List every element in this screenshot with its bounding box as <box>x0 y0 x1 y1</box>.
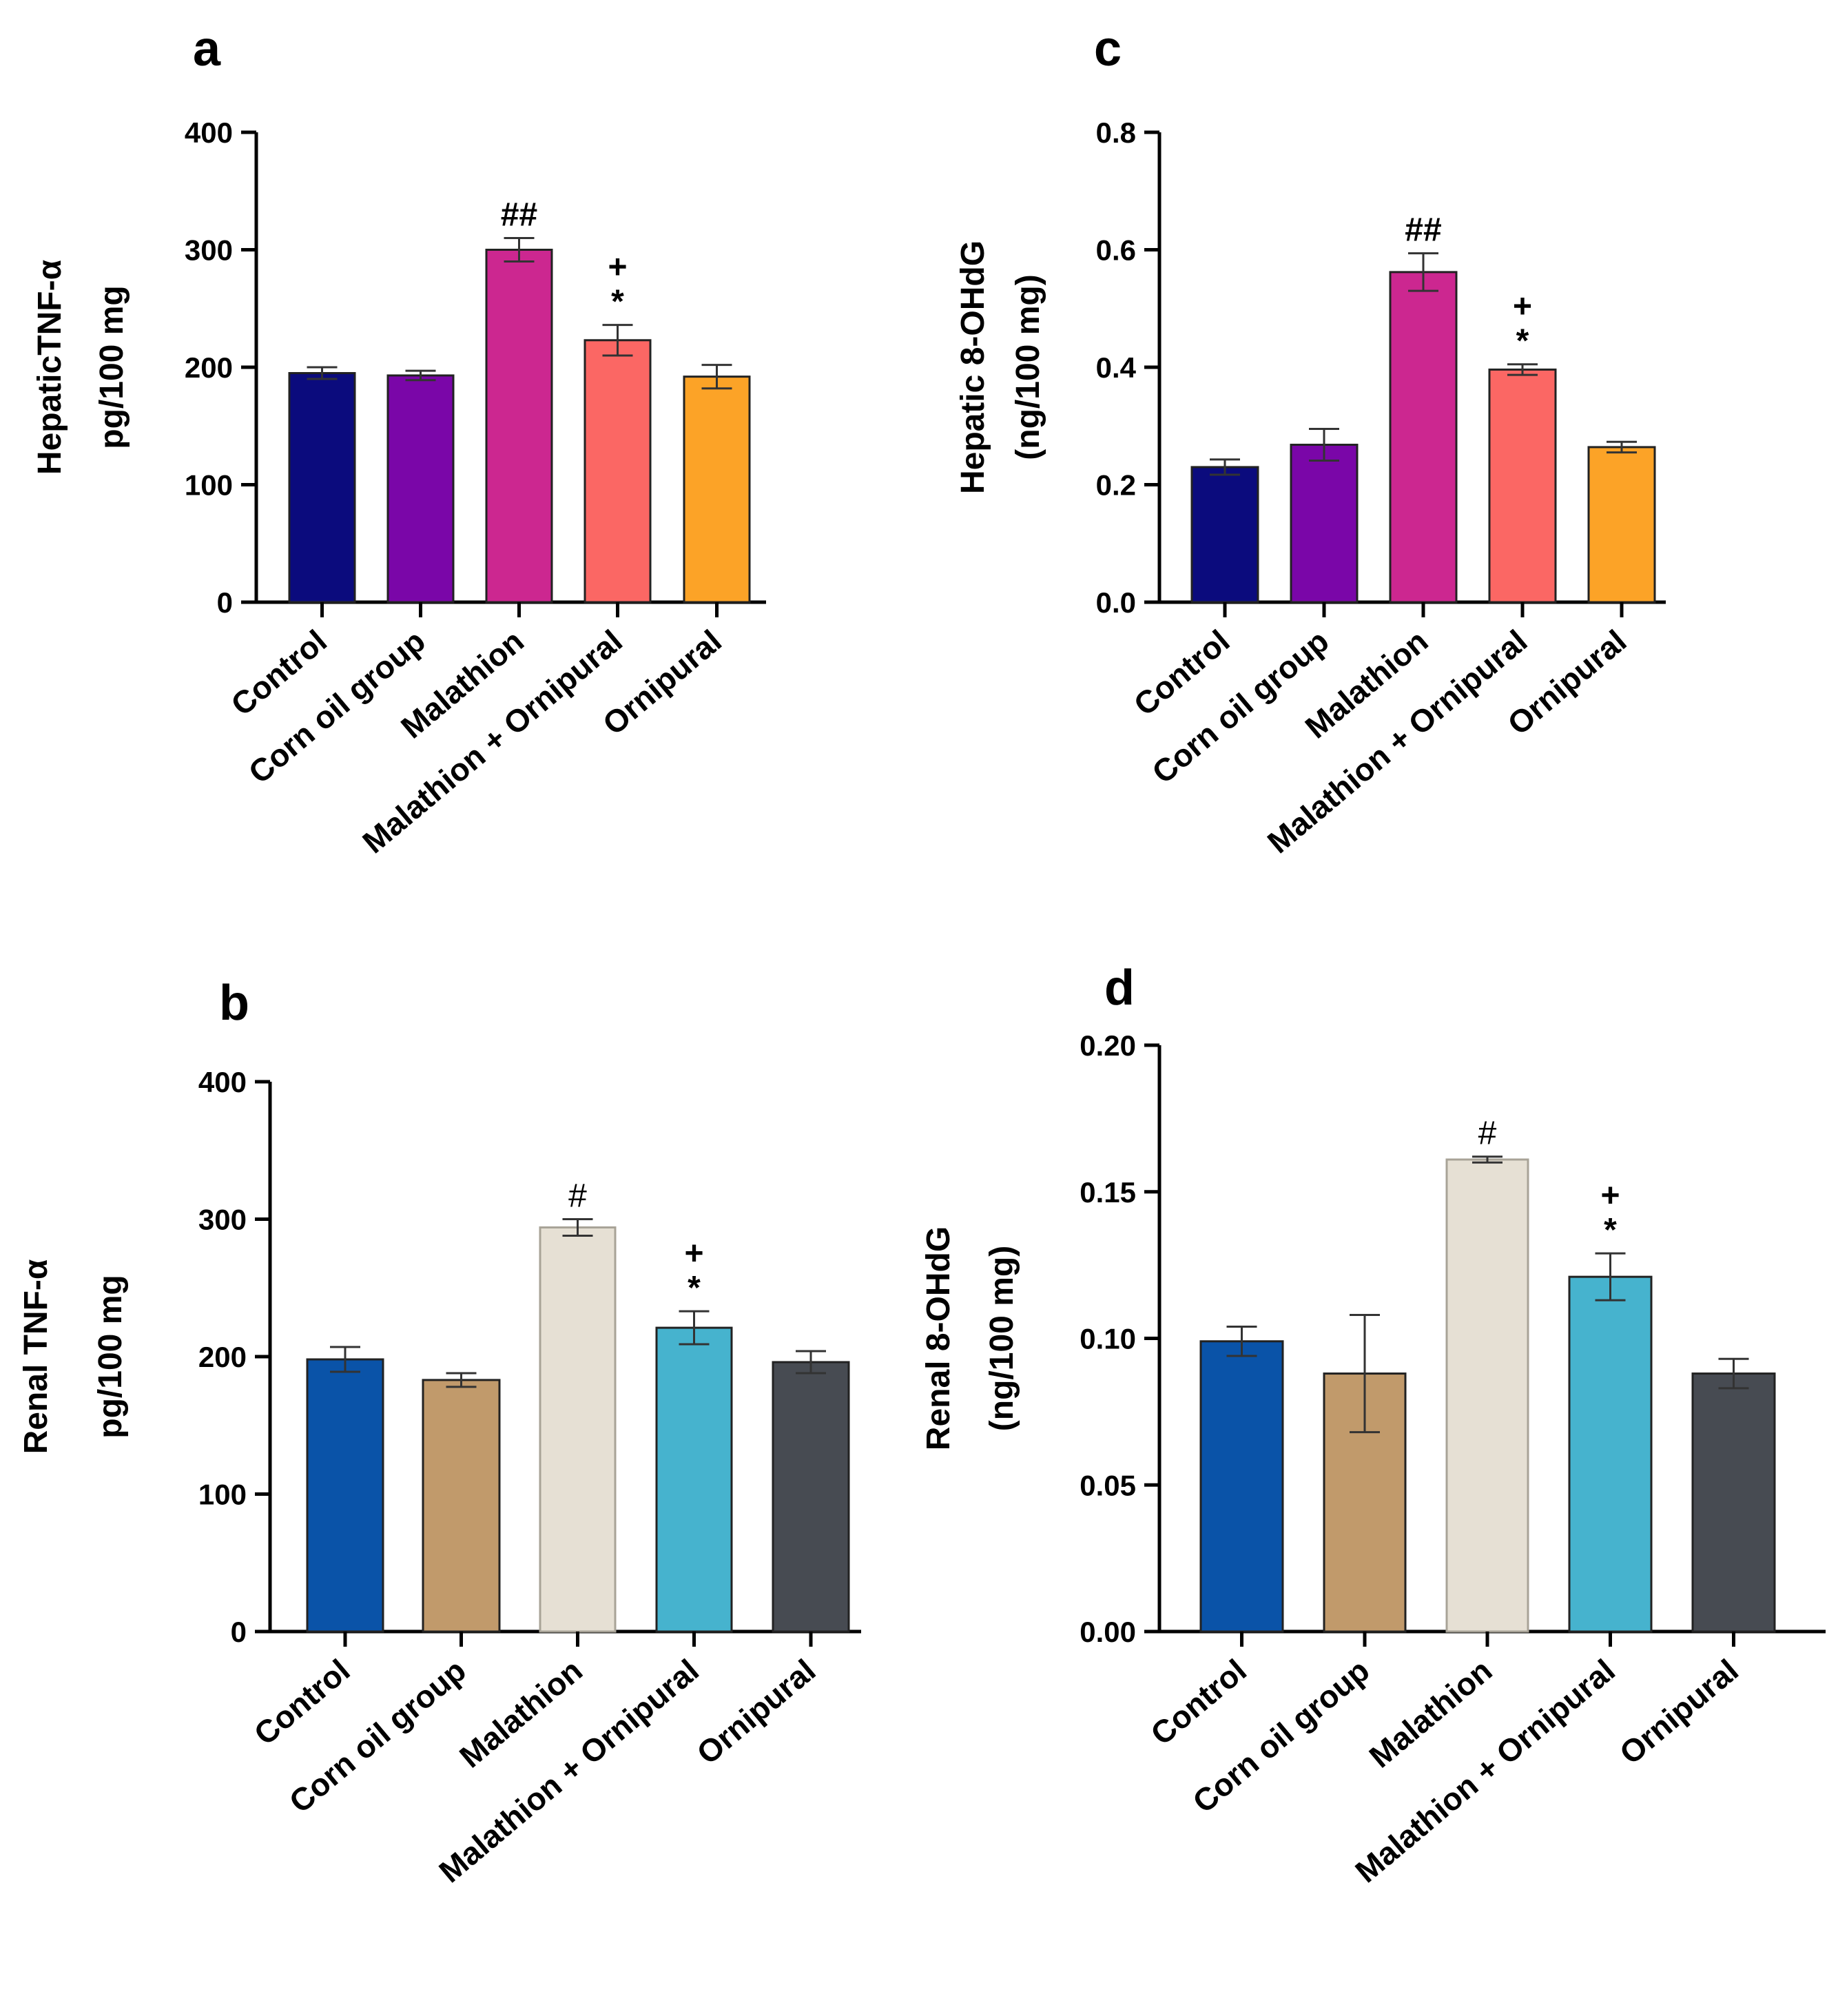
bar <box>1488 368 1557 604</box>
bar <box>1190 466 1259 604</box>
y-axis-label: Hepatic 8-OHdG <box>955 240 991 494</box>
bar <box>772 1361 850 1633</box>
significance-marker: * <box>1516 323 1529 360</box>
x-tick-label: Corn oil group <box>242 623 432 790</box>
bar <box>1691 1372 1776 1633</box>
x-tick-label: Corn oil group <box>1145 623 1335 790</box>
bar <box>1445 1158 1529 1633</box>
bar <box>422 1379 501 1633</box>
bar <box>1587 446 1656 604</box>
y-axis-label: Renal TNF-α <box>18 1259 54 1454</box>
bar <box>386 374 455 604</box>
bar <box>655 1326 733 1633</box>
significance-marker: + <box>684 1235 703 1272</box>
y-tick-label: 0 <box>217 586 233 619</box>
x-tick-label: Ornipural <box>690 1652 822 1771</box>
panel-letter: a <box>193 21 221 76</box>
y-tick-label: 0 <box>231 1616 247 1648</box>
y-tick-label: 0.15 <box>1080 1176 1136 1208</box>
panel-letter: d <box>1104 960 1135 1016</box>
y-tick-label: 0.8 <box>1096 116 1136 149</box>
bar <box>306 1358 384 1633</box>
y-axis-label: (ng/100 mg) <box>1010 274 1046 460</box>
x-tick-label: Control <box>1144 1652 1253 1752</box>
chart-panel-d: d 0.00 0.05 0.10 0.15 0.20 Renal 8-OHdG (ng/100… <box>920 960 1826 1889</box>
y-axis-label: HepaticTNF-α <box>32 259 68 475</box>
panel-letter: c <box>1094 21 1122 76</box>
bar <box>1199 1340 1284 1633</box>
y-tick-label: 400 <box>185 116 233 149</box>
y-tick-label: 0.4 <box>1096 351 1137 384</box>
bar <box>1389 271 1458 604</box>
y-tick-label: 100 <box>198 1479 247 1511</box>
chart-panel-b: b 0 100 200 300 400 Renal TNF-α pg/100 mg Contro… <box>18 976 861 1889</box>
y-tick-label: 400 <box>198 1066 247 1098</box>
x-tick-label: Ornipural <box>1613 1652 1745 1771</box>
significance-marker: # <box>568 1178 587 1215</box>
y-axis-label: Renal 8-OHdG <box>920 1226 957 1450</box>
significance-marker: + <box>1513 289 1532 325</box>
y-tick-label: 300 <box>198 1204 247 1236</box>
significance-marker: # <box>1478 1115 1497 1152</box>
y-tick-label: 200 <box>198 1341 247 1373</box>
y-tick-label: 0.20 <box>1080 1029 1136 1062</box>
y-tick-label: 300 <box>185 234 233 267</box>
y-tick-label: 0.2 <box>1096 469 1136 502</box>
bar <box>539 1226 617 1633</box>
significance-marker: + <box>1600 1177 1620 1214</box>
y-tick-label: 200 <box>185 351 233 384</box>
significance-marker: * <box>1604 1212 1617 1248</box>
bar <box>485 249 553 604</box>
y-axis-label: (ng/100 mg) <box>984 1246 1020 1431</box>
y-tick-label: 0.0 <box>1096 586 1136 619</box>
panel-letter: b <box>219 976 249 1031</box>
significance-marker: * <box>611 284 624 320</box>
y-axis-label: pg/100 mg <box>94 285 130 449</box>
y-tick-label: 0.05 <box>1080 1469 1136 1501</box>
chart-panel-c: c 0.0 0.2 0.4 0.6 0.8 Hepatic 8-OHdG (ng/100 mg… <box>955 21 1666 860</box>
y-tick-label: 100 <box>185 469 233 502</box>
y-tick-label: 0.6 <box>1096 234 1136 267</box>
bar <box>584 339 652 604</box>
y-tick-label: 0.10 <box>1080 1323 1136 1355</box>
significance-marker: + <box>608 249 627 286</box>
significance-marker: ## <box>1405 212 1441 249</box>
x-tick-label: Control <box>247 1652 357 1752</box>
bar <box>288 372 356 604</box>
significance-marker: * <box>688 1270 701 1306</box>
bar <box>1568 1275 1653 1633</box>
y-axis-label: pg/100 mg <box>92 1275 129 1438</box>
significance-marker: ## <box>501 196 537 233</box>
bar <box>1290 444 1359 604</box>
y-tick-label: 0.00 <box>1080 1616 1136 1648</box>
bar <box>683 376 751 604</box>
